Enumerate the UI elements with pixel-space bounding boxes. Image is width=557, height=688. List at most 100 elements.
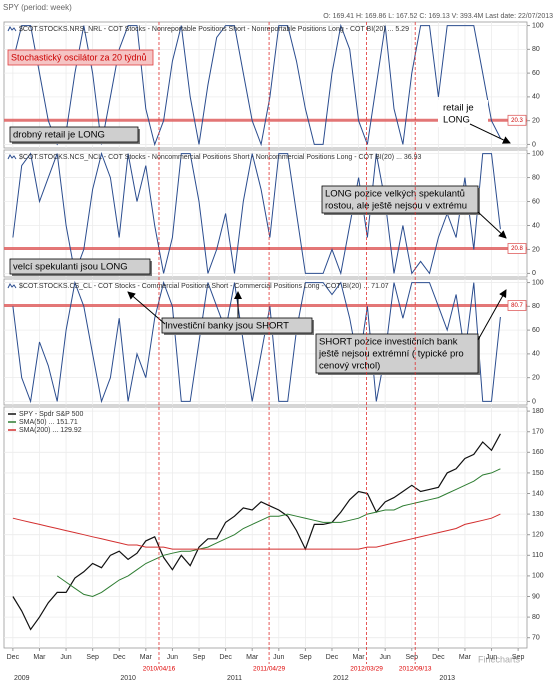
annotation-text: rostou, ale ještě nejsou v extrému xyxy=(325,201,467,212)
x-tick-label: Sep xyxy=(299,654,312,661)
threshold-label: 20.3 xyxy=(511,118,523,124)
legend-swatch xyxy=(7,26,17,32)
y-tick-label: 20 xyxy=(532,375,540,382)
annotation-box xyxy=(9,258,151,275)
threshold-label-box xyxy=(507,243,527,254)
x-tick-label: Mar xyxy=(353,654,366,661)
threshold-label: 20.8 xyxy=(511,246,523,252)
series-line xyxy=(12,151,501,276)
legend-label: $COT.STOCKS.CS_CL - COT Stocks - Commerc… xyxy=(19,283,389,290)
annotation-arrow xyxy=(469,123,511,144)
y-tick-label: 100 xyxy=(532,150,544,157)
annotation-text: Investiční banky jsou SHORT xyxy=(165,321,289,332)
annotation-text: ještě nejsou extrémní ( typické pro xyxy=(318,349,464,360)
annotation-arrow xyxy=(477,211,507,239)
year-label: 2011 xyxy=(227,675,242,682)
x-tick-label: Sep xyxy=(86,654,99,661)
date-marker-label: 2012/03/29 xyxy=(350,666,383,673)
y-tick-label: 80 xyxy=(532,303,540,310)
x-tick-label: Dec xyxy=(113,654,126,661)
annotation-box xyxy=(438,100,488,127)
date-marker-label: 2010/04/16 xyxy=(143,666,176,673)
legend-swatch xyxy=(7,154,17,160)
y-tick-label: 70 xyxy=(532,635,540,642)
legend-label: $COT.STOCKS.NRS_NRL - COT Stocks - Nonre… xyxy=(19,26,409,33)
annotation-box xyxy=(7,49,154,66)
year-label: 2010 xyxy=(120,675,136,682)
header-title: SPY (period: week) xyxy=(3,3,72,12)
y-tick-label: 80 xyxy=(532,46,540,53)
threshold-label-box xyxy=(507,300,527,311)
y-tick-label: 100 xyxy=(532,22,544,29)
legend-label: SPY - Spdr S&P 500 xyxy=(19,411,83,418)
series-line xyxy=(12,23,501,147)
y-tick-label: 20 xyxy=(532,246,540,253)
year-label: 2009 xyxy=(14,675,30,682)
series-line xyxy=(12,280,501,404)
series-line xyxy=(12,433,501,631)
year-label: 2012 xyxy=(333,675,349,682)
x-tick-label: Mar xyxy=(246,654,259,661)
panel-frame xyxy=(3,406,528,649)
legend-label: SMA(200) ... 129.92 xyxy=(19,427,82,434)
annotation-text: Stochastický oscilátor za 20 týdnů xyxy=(11,52,147,62)
y-tick-label: 80 xyxy=(532,614,540,621)
y-tick-label: 160 xyxy=(532,449,544,456)
series-line xyxy=(12,513,501,550)
x-tick-label: Jun xyxy=(273,654,284,661)
x-tick-label: Dec xyxy=(219,654,232,661)
series-line xyxy=(56,468,501,598)
header-quote: O: 169.41 H: 169.86 L: 167.52 C: 169.13 … xyxy=(323,13,553,20)
y-tick-label: 130 xyxy=(532,511,544,518)
x-tick-label: Sep xyxy=(512,654,525,661)
y-tick-label: 100 xyxy=(532,279,544,286)
x-tick-label: Jun xyxy=(486,654,497,661)
annotation-text: velcí spekulanti jsou LONG xyxy=(13,262,128,273)
annotation-text: LONG pozice velkých spekulantů xyxy=(325,189,465,200)
date-marker-label: 2011/04/29 xyxy=(253,666,285,673)
date-marker-label: 2012/09/13 xyxy=(399,666,432,673)
threshold-label-box xyxy=(507,114,527,126)
x-tick-label: Dec xyxy=(7,654,20,661)
x-tick-label: Dec xyxy=(432,654,445,661)
legend-label: $COT.STOCKS.NCS_NCL - COT Stocks - Nonco… xyxy=(19,154,421,161)
x-tick-label: Mar xyxy=(33,654,46,661)
y-tick-label: 40 xyxy=(532,94,540,101)
annotation-box xyxy=(161,317,313,334)
y-tick-label: 170 xyxy=(532,429,544,436)
y-tick-label: 60 xyxy=(532,70,540,77)
threshold-label: 80.7 xyxy=(511,303,523,309)
annotation-box xyxy=(9,126,139,143)
y-tick-label: 110 xyxy=(532,552,543,559)
annotation-text: retail je xyxy=(443,103,474,114)
annotation-text: SHORT pozice investičních bank xyxy=(319,337,458,348)
y-tick-label: 80 xyxy=(532,174,540,181)
annotation-box xyxy=(315,333,479,374)
y-tick-label: 40 xyxy=(532,351,540,358)
annotation-text: drobný retail je LONG xyxy=(13,130,105,141)
y-tick-label: 40 xyxy=(532,222,540,229)
x-tick-label: Sep xyxy=(193,654,206,661)
annotation-text: cenový vrchol) xyxy=(319,361,380,372)
x-tick-label: Dec xyxy=(326,654,339,661)
x-tick-label: Jun xyxy=(60,654,71,661)
y-tick-label: 20 xyxy=(532,118,540,125)
x-tick-label: Jun xyxy=(167,654,178,661)
watermark: Finecharts xyxy=(478,654,521,664)
annotation-arrow xyxy=(477,289,507,341)
x-tick-label: Mar xyxy=(459,654,472,661)
y-tick-label: 60 xyxy=(532,198,540,205)
y-tick-label: 140 xyxy=(532,490,544,497)
x-tick-label: Mar xyxy=(140,654,153,661)
y-tick-label: 150 xyxy=(532,470,544,477)
y-tick-label: 100 xyxy=(532,573,544,580)
y-tick-label: 0 xyxy=(532,270,536,277)
y-tick-label: 0 xyxy=(532,398,536,405)
year-label: 2013 xyxy=(439,675,455,682)
legend-label: SMA(50) ... 151.71 xyxy=(19,419,78,426)
annotation-text: LONG xyxy=(443,115,470,126)
annotation-box xyxy=(321,185,479,214)
y-tick-label: 180 xyxy=(532,408,544,415)
y-tick-label: 60 xyxy=(532,327,540,334)
